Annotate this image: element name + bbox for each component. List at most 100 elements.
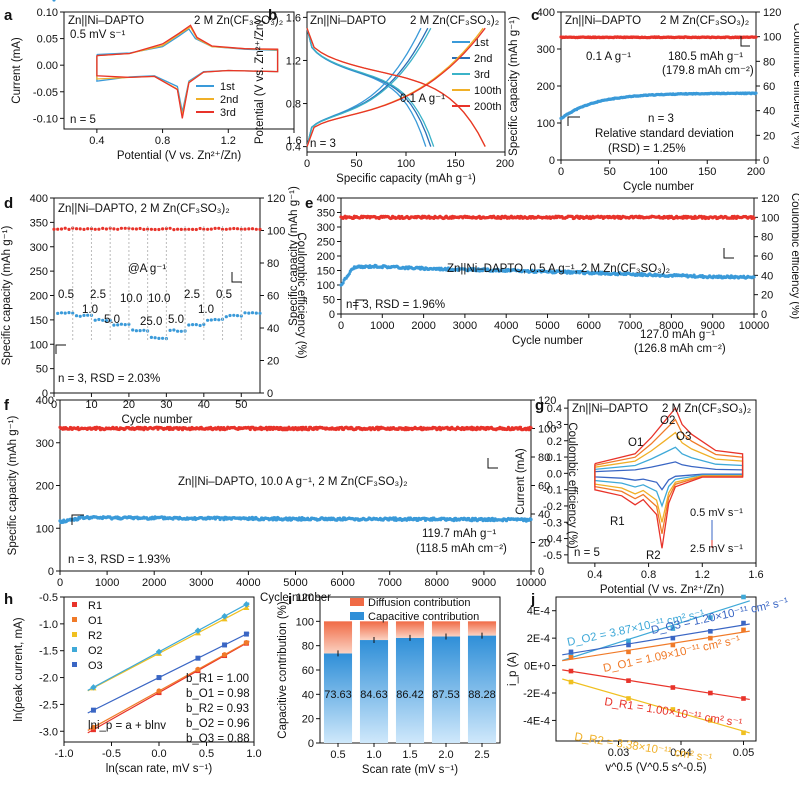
capacity-point	[232, 313, 236, 317]
x-tick-label: 3000	[189, 577, 213, 589]
data-point-O1	[568, 655, 574, 660]
capacity-point	[341, 281, 345, 285]
x-tick-label: -1.0	[55, 748, 74, 760]
capacity-point	[149, 335, 153, 339]
ce-point	[93, 227, 97, 231]
x-axis-label: Specific capacity (mAh g⁻¹)	[336, 173, 476, 185]
x-tick-label: 4000	[236, 577, 260, 589]
x-axis-label: ln(scan rate, mV s⁻¹)	[106, 763, 213, 775]
charge-curve-2nd	[306, 27, 429, 147]
y2-tick-label: 60	[761, 251, 773, 263]
rate-label: 5.0	[168, 314, 184, 326]
x-tick-label: 40	[198, 399, 210, 411]
annotation: R2	[646, 550, 661, 562]
annotation: 180.5 mAh g⁻¹	[668, 51, 743, 63]
y2-tick-label: 20	[267, 356, 279, 368]
annotation: Zn||Ni–DAPTO	[572, 403, 648, 415]
ce-point	[108, 226, 112, 230]
y-tick-label: 0	[42, 388, 48, 400]
y2-tick-label: 40	[761, 270, 773, 282]
y-tick-label: 0.3	[547, 419, 562, 431]
y2-tick-label: 120	[267, 193, 285, 205]
capacity-axis-indicator	[567, 116, 580, 126]
ce-point	[146, 227, 150, 231]
ce-point	[56, 227, 60, 231]
ce-point	[119, 226, 123, 230]
annotation: Zn||Ni–DAPTO	[565, 15, 641, 27]
x-tick-label: 9000	[700, 320, 724, 332]
bar-value-label: 86.42	[396, 689, 424, 701]
y2-tick-label: 20	[763, 130, 775, 142]
data-point-R1	[741, 696, 746, 701]
ce-point	[63, 226, 67, 230]
capacity-point	[131, 328, 135, 332]
y-tick-label: -0.4	[543, 534, 562, 546]
fit-line-O1	[562, 630, 750, 662]
data-point-R1	[568, 668, 574, 674]
panel-letter-b: b	[268, 7, 277, 24]
y-axis-label: Specific capacity (mAh g⁻¹)	[288, 186, 300, 326]
y-tick-label: 0E+0	[524, 661, 550, 673]
x-tick-label: 0.4	[587, 569, 602, 581]
y-tick-label: 300	[317, 222, 335, 234]
bar-diffusion	[431, 621, 461, 637]
x-axis-label: Potential (V vs. Zn²⁺/Zn)	[600, 584, 724, 596]
ce-point	[97, 227, 101, 231]
capacity-point	[209, 318, 213, 322]
y-tick-label: 0.1	[547, 452, 562, 464]
legend-swatch	[350, 598, 364, 606]
annotation: b_R1 = 1.00	[186, 673, 249, 685]
data-point-O3	[626, 642, 631, 648]
ce-axis-indicator	[487, 458, 498, 469]
y2-tick-label: 60	[267, 291, 279, 303]
y-axis-label: i_p (A)	[507, 652, 519, 686]
data-point-O3	[156, 675, 162, 681]
x-tick-label: 1000	[95, 577, 119, 589]
capacity-point	[86, 313, 90, 317]
data-point-O2	[194, 627, 202, 634]
y-axis-label: Specific capacity (mAh g⁻¹)	[1, 226, 13, 366]
y2-tick-label: 60	[538, 481, 550, 493]
charge-curve-200th	[306, 27, 486, 147]
y2-tick-label: 120	[763, 7, 781, 19]
annotation: 2 M Zn(CF₃SO₃)₂	[660, 15, 749, 27]
capacity-point	[250, 311, 255, 315]
capacity-point	[247, 311, 251, 315]
x-axis-label: Cycle number	[260, 592, 331, 604]
ce-axis-indicator	[723, 248, 734, 259]
bar-value-label: 84.63	[360, 689, 388, 701]
ce-point	[187, 227, 191, 231]
legend-label: Capacitive contribution	[368, 611, 479, 623]
ce-point	[127, 226, 131, 230]
x-tick-label: 10000	[516, 577, 547, 589]
x-tick-label: 0.03	[608, 747, 629, 759]
y-tick-label: 150	[317, 266, 335, 278]
panel-letter-i: i	[288, 591, 292, 608]
x-tick-label: 0.8	[155, 135, 170, 147]
y-tick-label: 400	[36, 395, 54, 407]
data-point-O2	[670, 626, 676, 631]
y-tick-label: 0.8	[286, 99, 301, 111]
ce-point	[164, 227, 168, 231]
data-point-R2	[741, 730, 746, 736]
x-tick-label: 1.6	[748, 569, 763, 581]
x-tick-label: 150	[446, 158, 464, 170]
ce-point	[198, 226, 202, 231]
legend-label: 100th	[474, 85, 502, 97]
fit-line-O2	[87, 602, 250, 691]
ce-point	[529, 426, 533, 430]
y2-tick-label: 20	[761, 290, 773, 302]
y2-tick-label: 100	[267, 226, 285, 238]
capacity-point	[112, 323, 116, 327]
y-tick-label: 0.2	[547, 436, 562, 448]
capacity-point	[93, 318, 97, 322]
cv-curve-2-mV	[594, 418, 744, 534]
capacity-series	[52, 0, 262, 341]
capacity-series	[339, 214, 756, 287]
x-axis-label: Cycle number	[623, 181, 694, 193]
y-tick-label: 250	[30, 266, 48, 278]
annotation: 0.1 A g⁻¹	[400, 93, 445, 105]
capacity-series	[58, 425, 533, 525]
x-tick-label: 0.04	[670, 747, 691, 759]
rate-label: 0.5	[216, 289, 232, 301]
